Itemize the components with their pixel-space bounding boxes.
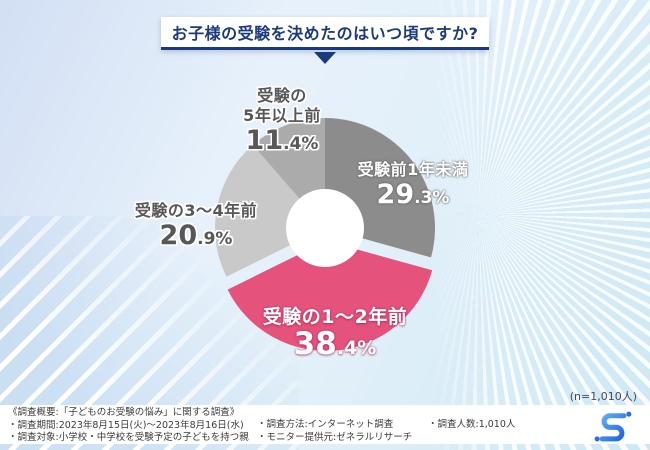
- survey-overview-line: 《調査概要:「子どものお受験の悩み」に関する調査》: [8, 407, 240, 418]
- slice-label-3-4-years: 受験の3〜4年前 20.9%: [135, 201, 257, 254]
- slice-label-under-1-year: 受験前1年未満 29.3%: [358, 160, 469, 213]
- survey-period-line: ・調査期間:2023年8月15日(火)〜2023年8月16日(水): [8, 419, 244, 431]
- slice-label-1-2-years: 受験の1〜2年前 38.4%: [262, 306, 408, 362]
- sample-size-note: (n=1,010人): [569, 390, 637, 403]
- title-box: お子様の受験を決めたのはいつ頃ですか?: [161, 17, 489, 50]
- survey-method-line: ・調査方法:インターネット調査: [257, 419, 394, 430]
- donut-hole: [286, 189, 364, 267]
- survey-overview-column: 《調査概要:「子どものお受験の悩み」に関する調査》 ・調査期間:2023年8月1…: [8, 407, 249, 445]
- footer-band: [0, 405, 650, 444]
- slice-value-1-2-years: 38.4%: [293, 326, 377, 362]
- slice-value-3-4-years: 20.9%: [159, 220, 233, 251]
- pie-slice-2: [215, 145, 325, 277]
- survey-count-column: ・調査人数:1,010人: [428, 419, 515, 432]
- survey-method-column: ・調査方法:インターネット調査 ・モニター提供元:ゼネラルリサーチ: [257, 419, 412, 444]
- slice-value-under-1-year: 29.3%: [376, 179, 450, 210]
- survey-monitor-line: ・モニター提供元:ゼネラルリサーチ: [257, 431, 413, 443]
- title-pointer-triangle: [314, 52, 336, 64]
- survey-target-line: ・調査対象:小学校・中学校を受験予定の子どもを持つ親: [8, 432, 249, 444]
- slice-label-5-plus-years: 受験の 5年以上前 11.4%: [243, 86, 321, 159]
- general-research-s-logo-icon: [594, 411, 632, 442]
- pie-slice-1: [227, 240, 433, 351]
- slice-value-5-plus-years: 11.4%: [245, 125, 319, 156]
- survey-count-line: ・調査人数:1,010人: [428, 419, 516, 430]
- page-title: お子様の受験を決めたのはいつ頃ですか?: [171, 24, 479, 43]
